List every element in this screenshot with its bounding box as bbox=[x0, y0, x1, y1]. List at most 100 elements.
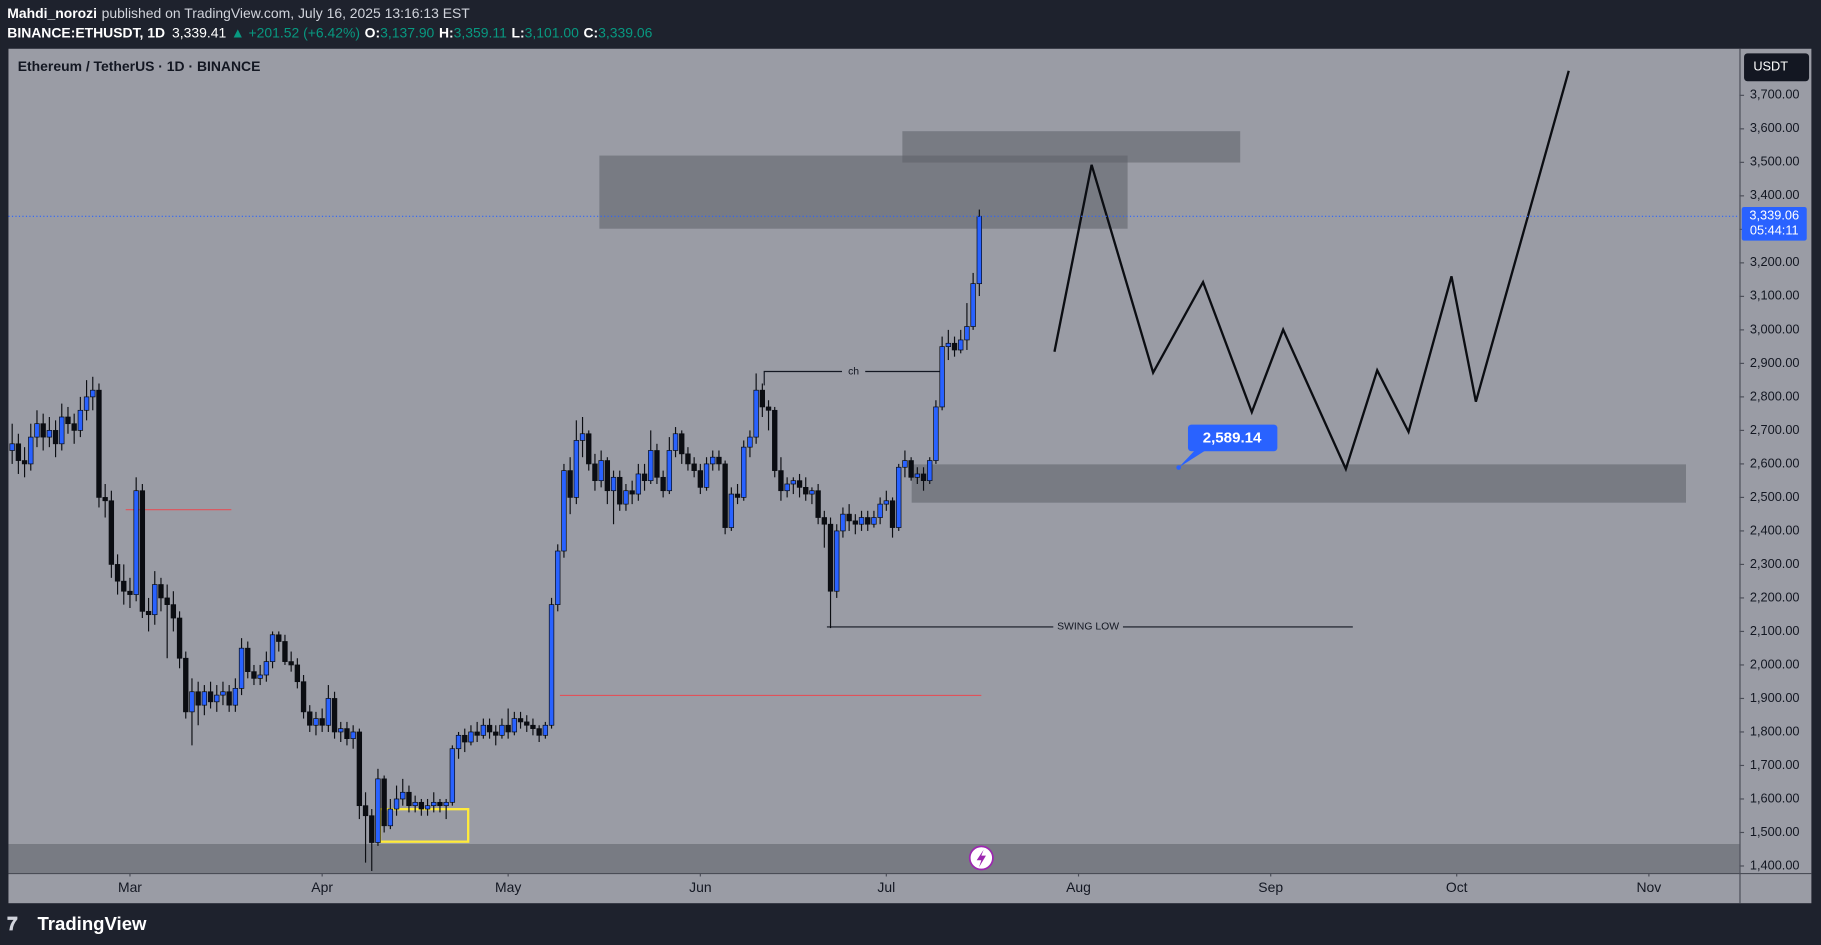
candle-body bbox=[809, 490, 815, 495]
candle-body bbox=[710, 456, 716, 465]
candle-body bbox=[474, 731, 480, 736]
candle-body bbox=[251, 671, 257, 679]
candle-body bbox=[865, 517, 871, 525]
candle-body bbox=[951, 342, 958, 351]
candle-body bbox=[976, 215, 982, 285]
candle-body bbox=[889, 500, 896, 528]
header-line-1: Mahdi_norozi published on TradingView.com… bbox=[7, 5, 470, 21]
candle-body bbox=[784, 483, 790, 492]
candle-body bbox=[350, 731, 356, 740]
candle-body bbox=[902, 460, 908, 468]
candle-body bbox=[679, 433, 685, 455]
candle-body bbox=[970, 283, 976, 327]
candle-body bbox=[387, 808, 394, 827]
chart-title: Ethereum / TetherUS · 1D · BINANCE bbox=[18, 58, 261, 74]
x-tick-label: Mar bbox=[118, 879, 142, 895]
callout-box bbox=[1187, 424, 1278, 452]
l-label: L: bbox=[511, 24, 524, 40]
candle-body bbox=[83, 396, 90, 411]
last-price-box bbox=[1741, 206, 1807, 241]
y-tick-label: 1,800.00 bbox=[1750, 723, 1800, 738]
candle-body bbox=[189, 691, 195, 713]
candle-body bbox=[629, 490, 635, 495]
h: 3,359.11 bbox=[454, 24, 507, 40]
candle-body bbox=[245, 647, 251, 672]
candle-body bbox=[269, 634, 276, 662]
candle-body bbox=[325, 698, 332, 726]
candle-body bbox=[102, 497, 108, 502]
candle-body bbox=[46, 430, 53, 438]
candle-body bbox=[617, 476, 623, 505]
candle-body bbox=[362, 805, 369, 817]
candle-body bbox=[369, 815, 375, 843]
candle-body bbox=[96, 389, 102, 498]
candle-body bbox=[790, 480, 797, 485]
plot: 1,400.00 1,500.00 1,600.00 1,700.00 1,800.00… bbox=[8, 87, 1807, 895]
candle-body bbox=[871, 517, 877, 525]
x-tick-label: May bbox=[495, 879, 521, 895]
x-tick-label: Nov bbox=[1637, 879, 1662, 895]
projection-path bbox=[1053, 70, 1570, 473]
candle-body bbox=[28, 436, 34, 465]
x-tick-label: Sep bbox=[1258, 879, 1283, 895]
candle-body bbox=[313, 718, 319, 726]
upper-zone bbox=[902, 131, 1241, 163]
event-bolt bbox=[976, 849, 986, 868]
candle-body bbox=[257, 674, 263, 679]
candle-body bbox=[133, 490, 139, 595]
candle-body bbox=[846, 513, 852, 522]
supply-zone bbox=[599, 155, 1128, 229]
h-label: H: bbox=[439, 24, 454, 40]
candle-body bbox=[741, 446, 747, 498]
candle-body bbox=[201, 691, 208, 706]
candle-body bbox=[914, 473, 920, 478]
candle-body bbox=[933, 406, 939, 461]
candle-body bbox=[530, 724, 536, 729]
candle-body bbox=[827, 523, 834, 592]
candle-body bbox=[858, 517, 865, 525]
candle-body bbox=[604, 460, 611, 492]
candle-body bbox=[90, 389, 96, 398]
candle-body bbox=[586, 433, 592, 465]
candle-body bbox=[108, 500, 115, 565]
last-price-label: 3,339.06 bbox=[1749, 208, 1799, 223]
candle-body bbox=[276, 634, 282, 642]
y-tick-label: 2,000.00 bbox=[1750, 656, 1800, 671]
countdown: 05:44:11 bbox=[1750, 223, 1799, 238]
candle-body bbox=[127, 590, 133, 595]
candle-body bbox=[945, 342, 951, 347]
candle-body bbox=[753, 389, 759, 438]
candle-body bbox=[623, 490, 629, 505]
candle-body bbox=[406, 791, 412, 807]
y-tick-label: 2,200.00 bbox=[1750, 589, 1800, 604]
candle-body bbox=[765, 406, 772, 411]
published: published on TradingView.com, July 16, 2… bbox=[102, 5, 471, 21]
candle-body bbox=[747, 436, 753, 448]
x-tick-label: Aug bbox=[1066, 879, 1091, 895]
x-tick-label: Jul bbox=[877, 879, 895, 895]
candle-body bbox=[152, 584, 158, 616]
candle-body bbox=[52, 430, 59, 445]
candle-body bbox=[486, 724, 493, 733]
candle-body bbox=[703, 463, 710, 488]
price: 3,339.41 bbox=[172, 24, 226, 40]
bottom-zone bbox=[8, 843, 1740, 874]
candle-body bbox=[418, 801, 425, 810]
candle-body bbox=[170, 604, 177, 619]
swing-low-bg bbox=[1053, 618, 1123, 636]
y-tick-label: 2,800.00 bbox=[1750, 388, 1800, 403]
y-tick-label: 2,400.00 bbox=[1750, 522, 1800, 537]
y-tick-label: 3,600.00 bbox=[1750, 120, 1800, 135]
candle-body bbox=[412, 801, 418, 807]
candle-body bbox=[834, 530, 840, 592]
candle-body bbox=[505, 724, 511, 733]
currency: USDT bbox=[1753, 59, 1788, 74]
candle-body bbox=[555, 550, 561, 605]
candle-body bbox=[331, 698, 338, 733]
candle-body bbox=[728, 493, 735, 528]
candle-body bbox=[344, 728, 350, 740]
candle-body bbox=[840, 513, 846, 532]
y-tick-label: 1,400.00 bbox=[1750, 857, 1800, 872]
candle-body bbox=[821, 517, 828, 525]
